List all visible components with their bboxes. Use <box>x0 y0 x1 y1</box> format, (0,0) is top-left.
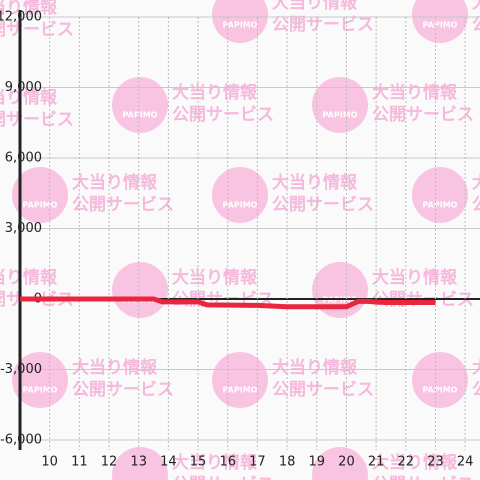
watermark-logo <box>312 262 368 318</box>
watermark-text: 公開サービス <box>272 15 374 35</box>
watermark-logo <box>212 352 268 408</box>
x-tick-label: 11 <box>71 455 88 470</box>
watermark-text: 公開サービス <box>172 475 274 480</box>
watermark-text: 公開サービス <box>72 380 174 400</box>
y-tick-label: 9,000 <box>5 80 42 95</box>
watermark-text: 大当り情報 <box>372 82 458 103</box>
watermark-text: 大当り情報 <box>272 172 358 193</box>
x-tick-label: 14 <box>160 455 177 470</box>
watermark-text: 公開サービス <box>72 195 174 215</box>
watermark-text: 公開サービス <box>372 475 474 480</box>
grid <box>20 16 480 450</box>
x-tick-label: 16 <box>219 455 236 470</box>
x-tick-label: 15 <box>190 455 207 470</box>
watermark-logo-text: PAPIMO <box>123 111 158 120</box>
watermark-text: 公開サービス <box>272 195 374 215</box>
watermark-text: 大当り情報 <box>72 357 158 378</box>
watermark-logo <box>412 167 468 223</box>
watermark-logo-text: PAPIMO <box>23 201 58 210</box>
x-tick-label: 23 <box>427 455 444 470</box>
watermark-logo <box>212 0 268 43</box>
watermark-text: 公開サービス <box>372 105 474 125</box>
watermark-text: 大当り情報 <box>372 452 458 473</box>
x-tick-label: 22 <box>398 455 415 470</box>
watermark-logo <box>412 0 468 43</box>
watermark-logo <box>312 77 368 133</box>
x-tick-label: 10 <box>41 455 58 470</box>
watermark-logo <box>112 262 168 318</box>
watermark-text: 大当り情報 <box>72 172 158 193</box>
watermark-text: 大当り情報 <box>472 357 480 378</box>
watermark-text: 公開サービス <box>272 380 374 400</box>
watermark-logo <box>312 447 368 480</box>
watermark-logo <box>412 352 468 408</box>
watermark-text: 大当り情報 <box>172 82 258 103</box>
watermark-text: 大当り情報 <box>272 357 358 378</box>
watermark-text: 公開サービス <box>472 195 480 215</box>
watermark-text: 大当り情報 <box>472 172 480 193</box>
x-tick-label: 17 <box>249 455 266 470</box>
x-tick-label: 12 <box>101 455 118 470</box>
watermark-logo-text: PAPIMO <box>223 201 258 210</box>
watermark-text: 公開サービス <box>172 105 274 125</box>
watermark-logo <box>212 167 268 223</box>
watermark-text: 大当り情報 <box>0 0 58 18</box>
watermark-logo-text: PAPIMO <box>23 386 58 395</box>
watermark-text: 公開サービス <box>472 380 480 400</box>
watermark-logo-text: PAPIMO <box>423 201 458 210</box>
watermark-logo <box>112 447 168 480</box>
x-tick-label: 18 <box>279 455 296 470</box>
watermark-text: 公開サービス <box>0 110 74 130</box>
y-tick-label: 6,000 <box>5 151 42 166</box>
watermark-text: 大当り情報 <box>372 267 458 288</box>
watermark-logo-text: PAPIMO <box>323 111 358 120</box>
watermark-text: 大当り情報 <box>172 267 258 288</box>
watermark-text: 公開サービス <box>472 15 480 35</box>
watermark-text: 大当り情報 <box>472 0 480 13</box>
x-tick-label: 24 <box>457 455 474 470</box>
x-tick-label: 20 <box>338 455 355 470</box>
plot: -6,000-3,00003,0006,0009,00012,000101112… <box>0 10 473 470</box>
watermark-logo <box>12 167 68 223</box>
watermark-logo-text: PAPIMO <box>423 386 458 395</box>
watermark-logo-text: PAPIMO <box>223 21 258 30</box>
x-tick-label: 19 <box>309 455 326 470</box>
watermark-text: 大当り情報 <box>0 267 58 288</box>
watermark-text: 大当り情報 <box>272 0 358 13</box>
watermark-logo-text: PAPIMO <box>223 386 258 395</box>
watermark-logo-text: PAPIMO <box>423 21 458 30</box>
x-tick-label: 21 <box>368 455 385 470</box>
watermark-logo <box>12 352 68 408</box>
y-tick-label: 3,000 <box>5 221 42 236</box>
watermark-text: 大当り情報 <box>0 87 58 108</box>
watermark-logo <box>112 77 168 133</box>
data-line <box>20 296 436 310</box>
x-tick-label: 13 <box>130 455 147 470</box>
watermark-text: 大当り情報 <box>172 452 258 473</box>
